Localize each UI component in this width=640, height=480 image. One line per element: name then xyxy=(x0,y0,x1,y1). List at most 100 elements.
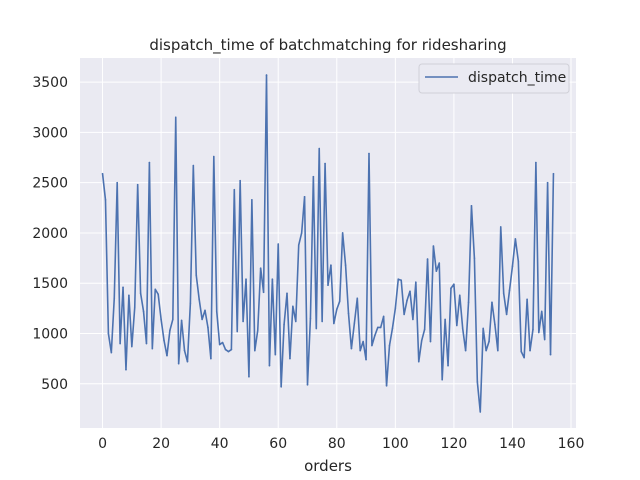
data-point xyxy=(309,317,312,320)
data-point xyxy=(365,358,367,361)
y-axis-ticks: 500 1000 1500 2000 2500 3000 3500 xyxy=(32,75,68,393)
data-point xyxy=(529,349,531,352)
data-point xyxy=(546,181,549,184)
x-tick-label: 100 xyxy=(382,436,409,452)
data-point xyxy=(119,342,121,345)
data-point xyxy=(101,172,104,175)
data-point xyxy=(403,313,405,316)
data-point xyxy=(535,161,537,164)
data-point xyxy=(107,332,110,335)
data-point xyxy=(174,116,177,119)
data-point xyxy=(376,326,379,329)
data-point xyxy=(224,348,227,351)
data-point xyxy=(526,298,528,301)
data-point xyxy=(388,344,391,347)
data-point xyxy=(116,181,118,184)
x-tick-label: 80 xyxy=(328,436,346,452)
x-tick-label: 120 xyxy=(441,436,468,452)
data-point xyxy=(485,349,487,352)
data-point xyxy=(397,278,400,281)
data-point xyxy=(479,411,482,413)
x-tick-label: 20 xyxy=(152,436,170,452)
data-point xyxy=(215,310,218,313)
y-tick-label: 3000 xyxy=(32,125,68,141)
data-point xyxy=(154,288,157,291)
data-point xyxy=(417,360,420,363)
data-point xyxy=(420,339,423,342)
data-point xyxy=(359,349,362,352)
data-point xyxy=(473,257,476,259)
data-point xyxy=(470,205,473,207)
data-point xyxy=(183,349,186,352)
data-point xyxy=(268,364,271,367)
y-tick-label: 2000 xyxy=(32,226,68,242)
data-point xyxy=(242,320,244,323)
data-point xyxy=(514,238,517,240)
data-point xyxy=(415,281,417,284)
data-point xyxy=(113,297,116,300)
data-point xyxy=(520,350,523,353)
x-tick-label: 60 xyxy=(269,436,287,452)
data-point xyxy=(356,297,359,300)
y-tick-label: 1000 xyxy=(32,326,68,342)
data-point xyxy=(139,292,142,295)
data-point xyxy=(254,349,256,352)
data-point xyxy=(297,244,300,246)
x-tick-label: 0 xyxy=(98,436,107,452)
data-point xyxy=(136,183,139,186)
data-point xyxy=(163,339,165,342)
data-point xyxy=(441,378,443,381)
data-point xyxy=(467,301,470,304)
data-point xyxy=(110,351,113,354)
data-point xyxy=(327,284,329,287)
data-point xyxy=(230,348,233,351)
data-point xyxy=(259,267,262,269)
data-point xyxy=(160,318,162,321)
x-tick-label: 40 xyxy=(211,436,229,452)
data-point xyxy=(128,294,130,297)
data-point xyxy=(435,270,438,272)
data-point xyxy=(151,347,154,350)
data-point xyxy=(338,300,341,303)
data-point xyxy=(335,308,338,311)
legend-box xyxy=(418,63,570,94)
data-point xyxy=(450,287,452,290)
data-point xyxy=(218,343,221,346)
data-point xyxy=(344,264,347,266)
data-point xyxy=(438,262,441,264)
data-point xyxy=(210,357,212,360)
data-point xyxy=(409,290,411,293)
data-point xyxy=(444,318,446,321)
x-tick-label: 160 xyxy=(558,436,585,452)
grid-lines xyxy=(80,58,576,428)
data-point xyxy=(330,264,332,266)
data-point xyxy=(157,293,159,296)
data-point xyxy=(523,356,525,359)
data-point xyxy=(517,260,520,262)
data-point xyxy=(289,357,291,360)
data-point xyxy=(145,342,148,345)
data-point xyxy=(283,323,285,326)
chart-title: dispatch_time of batchmatching for rides… xyxy=(149,36,506,55)
data-point xyxy=(169,329,171,332)
data-point xyxy=(256,329,259,332)
data-point xyxy=(341,232,344,234)
data-point xyxy=(482,327,484,330)
data-point xyxy=(394,307,397,310)
data-point xyxy=(133,306,136,309)
data-point xyxy=(201,318,203,321)
data-point xyxy=(406,299,408,302)
data-point xyxy=(505,313,508,316)
data-point xyxy=(379,326,382,329)
data-point xyxy=(125,368,127,371)
data-point xyxy=(236,330,239,333)
data-point xyxy=(362,340,364,343)
data-point xyxy=(221,341,224,344)
data-point xyxy=(177,362,180,365)
data-point xyxy=(265,74,268,76)
data-point xyxy=(391,327,394,330)
data-point xyxy=(385,384,388,387)
data-point xyxy=(227,350,230,353)
data-point xyxy=(552,172,555,175)
data-point xyxy=(292,305,294,308)
